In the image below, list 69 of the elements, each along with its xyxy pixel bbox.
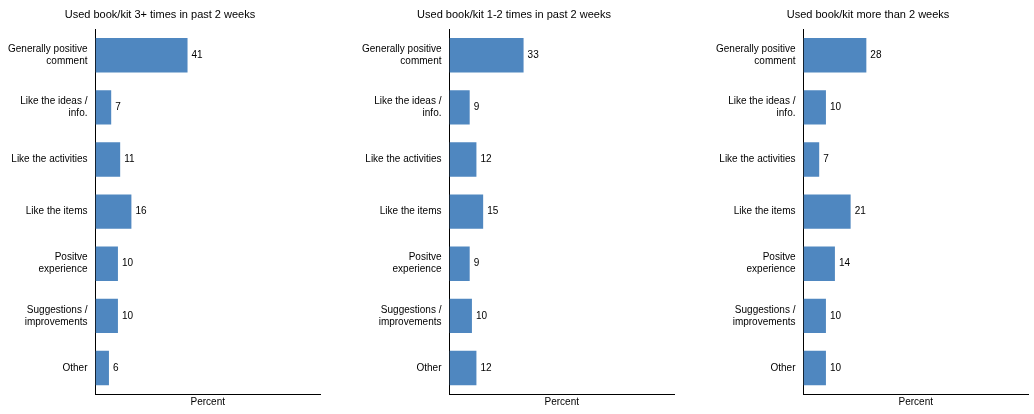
- bar: [449, 194, 484, 229]
- data-label: 14: [838, 257, 851, 269]
- data-label: 10: [829, 101, 842, 113]
- bar: [803, 142, 820, 177]
- y-tick-label: Like the ideas / info.: [20, 95, 88, 119]
- y-tick-label: Positve experience: [38, 251, 88, 275]
- bar: [449, 350, 477, 386]
- data-label: 6: [112, 361, 119, 373]
- bar: [95, 38, 188, 73]
- y-tick-label: Other: [62, 361, 89, 373]
- y-tick-label: Other: [416, 361, 443, 373]
- data-label: 10: [829, 309, 842, 321]
- bar: [449, 246, 470, 281]
- y-tick-label: Like the items: [25, 205, 88, 217]
- chart-title: Used book/kit 1-2 times in past 2 weeks: [417, 7, 612, 20]
- bar: [449, 90, 470, 125]
- data-label: 10: [475, 309, 488, 321]
- bar: [803, 298, 826, 334]
- chart-title: Used book/kit 3+ times in past 2 weeks: [64, 7, 256, 20]
- data-label: 7: [115, 101, 122, 113]
- data-label: 9: [473, 257, 480, 269]
- y-tick-label: Other: [770, 361, 797, 373]
- bar: [449, 142, 477, 177]
- y-tick-label: Positve experience: [392, 251, 442, 275]
- y-tick-label: Suggestions / improvements: [732, 303, 796, 327]
- y-tick-label: Positve experience: [746, 251, 796, 275]
- y-tick-label: Generally positive comment: [362, 43, 442, 67]
- y-tick-label: Suggestions / improvements: [378, 303, 442, 327]
- data-label: 10: [121, 257, 134, 269]
- y-tick-label: Like the activities: [719, 153, 796, 165]
- bar: [95, 246, 118, 281]
- bar: [449, 38, 524, 73]
- chart-title: Used book/kit more than 2 weeks: [786, 7, 950, 20]
- bar: [803, 194, 851, 229]
- bar: [95, 298, 118, 334]
- bar: [95, 90, 112, 125]
- y-tick-label: Like the items: [733, 205, 796, 217]
- data-label: 12: [480, 153, 492, 165]
- data-label: 10: [829, 361, 842, 373]
- y-tick-label: Suggestions / improvements: [24, 303, 88, 327]
- x-axis-title: Percent: [544, 395, 580, 407]
- data-label: 10: [121, 309, 134, 321]
- data-label: 41: [191, 49, 204, 61]
- y-tick-label: Like the ideas / info.: [374, 95, 442, 119]
- data-label: 21: [854, 205, 867, 217]
- x-axis-title: Percent: [190, 395, 226, 407]
- data-label: 16: [135, 205, 147, 217]
- data-label: 15: [487, 205, 499, 217]
- data-label: 33: [527, 49, 540, 61]
- bar: [95, 142, 121, 177]
- bar: [803, 90, 826, 125]
- y-tick-label: Generally positive comment: [8, 43, 88, 67]
- data-label: 12: [480, 361, 492, 373]
- bar: [803, 350, 826, 386]
- y-tick-label: Generally positive comment: [716, 43, 796, 67]
- y-tick-label: Like the activities: [365, 153, 442, 165]
- data-label: 7: [823, 153, 830, 165]
- bar: [95, 350, 109, 386]
- data-label: 11: [124, 153, 135, 165]
- bar: [95, 194, 132, 229]
- x-axis-title: Percent: [898, 395, 934, 407]
- bar: [803, 38, 867, 73]
- bar: [449, 298, 472, 334]
- data-label: 9: [473, 101, 480, 113]
- y-tick-label: Like the ideas / info.: [728, 95, 796, 119]
- y-tick-label: Like the activities: [11, 153, 88, 165]
- y-tick-label: Like the items: [379, 205, 442, 217]
- bar: [803, 246, 835, 281]
- data-label: 28: [870, 49, 882, 61]
